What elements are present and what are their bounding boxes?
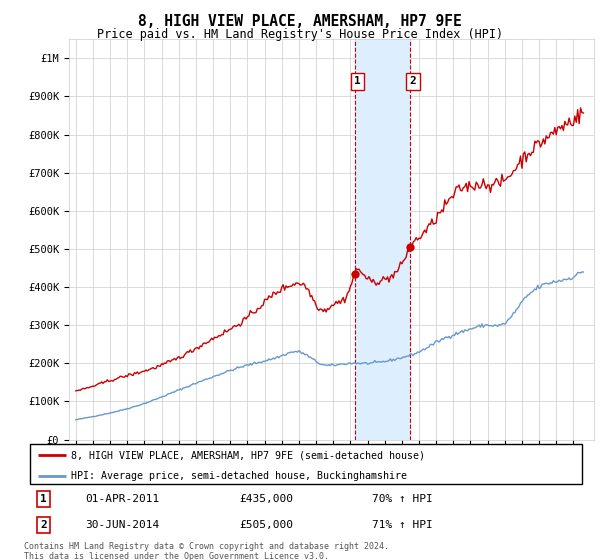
Text: 2: 2: [40, 520, 47, 530]
Text: 30-JUN-2014: 30-JUN-2014: [85, 520, 160, 530]
Text: Contains HM Land Registry data © Crown copyright and database right 2024.
This d: Contains HM Land Registry data © Crown c…: [24, 542, 389, 560]
Text: 01-APR-2011: 01-APR-2011: [85, 494, 160, 504]
Text: 8, HIGH VIEW PLACE, AMERSHAM, HP7 9FE (semi-detached house): 8, HIGH VIEW PLACE, AMERSHAM, HP7 9FE (s…: [71, 450, 425, 460]
Bar: [355, 39, 410, 440]
Text: 71% ↑ HPI: 71% ↑ HPI: [372, 520, 433, 530]
Text: £435,000: £435,000: [240, 494, 294, 504]
Text: 1: 1: [40, 494, 47, 504]
Text: 70% ↑ HPI: 70% ↑ HPI: [372, 494, 433, 504]
Text: £505,000: £505,000: [240, 520, 294, 530]
Text: 2: 2: [410, 76, 416, 86]
Text: 8, HIGH VIEW PLACE, AMERSHAM, HP7 9FE: 8, HIGH VIEW PLACE, AMERSHAM, HP7 9FE: [138, 14, 462, 29]
Text: HPI: Average price, semi-detached house, Buckinghamshire: HPI: Average price, semi-detached house,…: [71, 470, 407, 480]
Text: 1: 1: [354, 76, 361, 86]
Text: Price paid vs. HM Land Registry's House Price Index (HPI): Price paid vs. HM Land Registry's House …: [97, 28, 503, 41]
